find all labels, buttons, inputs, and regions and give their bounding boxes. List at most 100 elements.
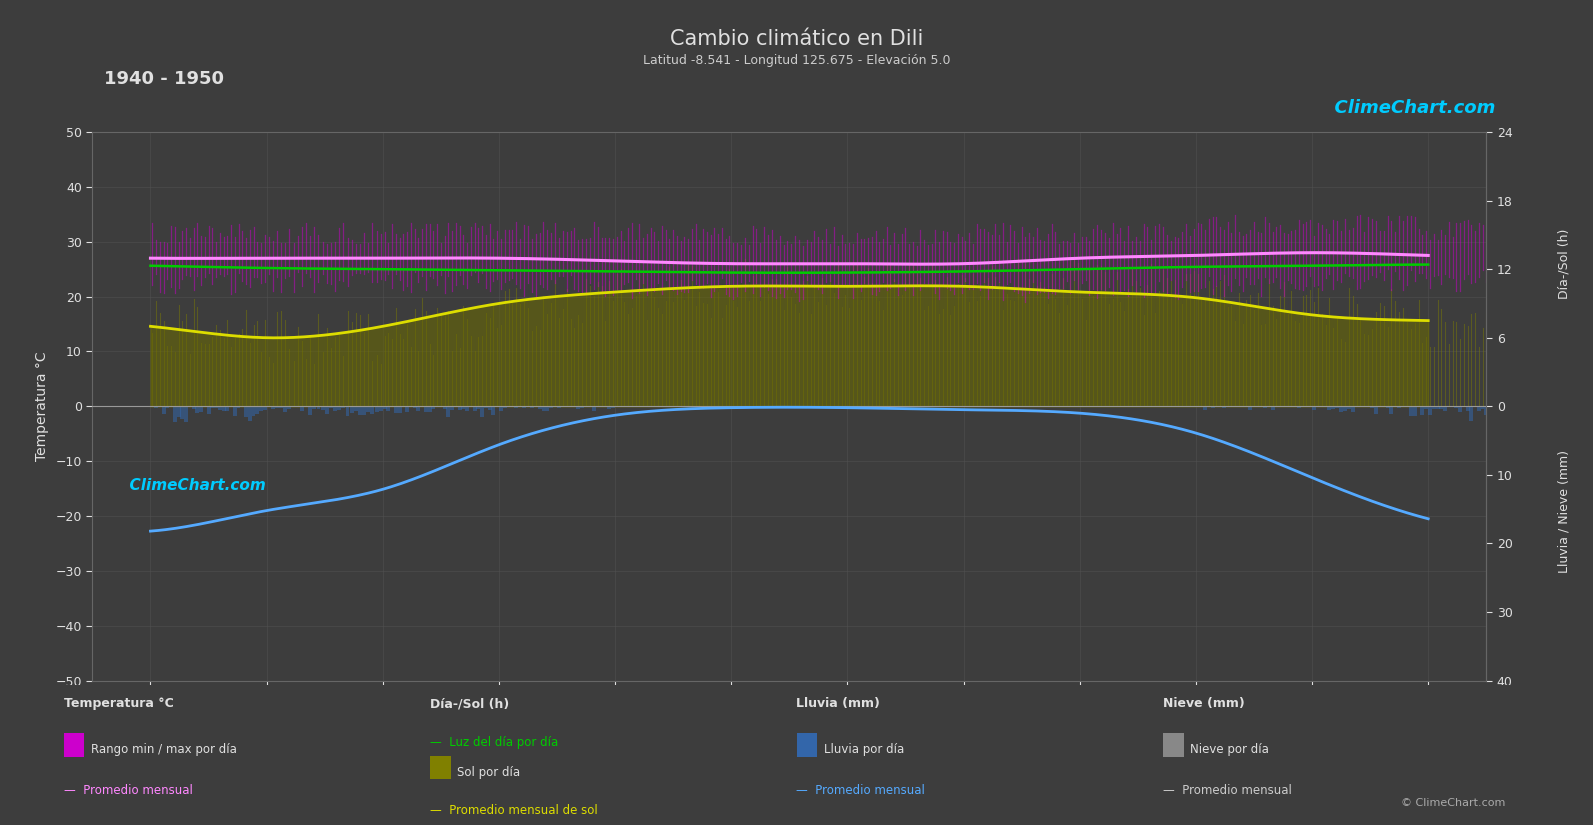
Bar (233, 406, 237, 417)
Bar (1435, 406, 1440, 409)
Text: © ClimeChart.com: © ClimeChart.com (1400, 799, 1505, 808)
Bar (188, 406, 191, 408)
Bar (427, 406, 432, 412)
Bar (379, 406, 382, 412)
Bar (1507, 406, 1510, 409)
Bar (1238, 406, 1241, 408)
Bar (1413, 406, 1416, 416)
Bar (1271, 406, 1274, 410)
Bar (405, 406, 409, 412)
Bar (1477, 406, 1481, 411)
Bar (174, 406, 177, 422)
Bar (279, 406, 284, 408)
Bar (1327, 406, 1332, 410)
Bar (346, 406, 349, 416)
Bar (350, 406, 354, 413)
Bar (158, 406, 162, 408)
Bar (236, 406, 241, 408)
Bar (1386, 406, 1389, 408)
Bar (166, 406, 169, 408)
Bar (1335, 406, 1340, 408)
Text: Lluvia / Nieve (mm): Lluvia / Nieve (mm) (1558, 450, 1571, 573)
Bar (577, 406, 580, 408)
Bar (199, 406, 202, 412)
Bar (320, 406, 325, 410)
Bar (218, 406, 221, 410)
Bar (252, 406, 255, 416)
Bar (465, 406, 468, 411)
Bar (454, 406, 457, 408)
Bar (393, 406, 398, 413)
Bar (1340, 406, 1343, 412)
Bar (499, 406, 503, 411)
Bar (432, 406, 435, 408)
Bar (180, 406, 185, 419)
Text: —  Promedio mensual de sol: — Promedio mensual de sol (430, 804, 597, 818)
Bar (1427, 406, 1432, 415)
Bar (1443, 406, 1446, 411)
Bar (1540, 406, 1545, 411)
Text: ClimeChart.com: ClimeChart.com (119, 478, 266, 493)
Bar (1249, 406, 1252, 410)
Bar (1424, 406, 1429, 409)
Bar (664, 406, 667, 408)
Bar (1297, 406, 1301, 408)
Bar (487, 406, 492, 409)
Bar (1421, 406, 1424, 415)
Bar (276, 406, 279, 408)
Bar (1222, 406, 1227, 408)
Bar (387, 406, 390, 411)
Bar (462, 406, 465, 409)
Bar (213, 406, 218, 408)
Bar (1263, 406, 1266, 408)
Bar (537, 406, 542, 409)
Bar (307, 406, 312, 415)
Bar (572, 406, 577, 408)
Bar (287, 406, 292, 409)
Bar (1485, 406, 1488, 415)
Bar (446, 406, 451, 417)
Bar (1499, 406, 1504, 419)
Bar (1373, 406, 1378, 414)
Bar (330, 406, 333, 408)
Bar (244, 406, 249, 417)
Bar (491, 406, 495, 415)
Text: —  Promedio mensual: — Promedio mensual (1163, 784, 1292, 797)
Text: Día-/Sol (h): Día-/Sol (h) (1558, 229, 1571, 299)
Bar (1308, 406, 1313, 408)
Text: Temperatura °C: Temperatura °C (64, 697, 174, 710)
Bar (1462, 406, 1466, 408)
Text: Sol por día: Sol por día (457, 766, 521, 780)
Bar (191, 406, 196, 408)
Bar (1313, 406, 1316, 410)
Bar (1332, 406, 1335, 409)
Bar (476, 406, 481, 409)
Bar (1397, 406, 1402, 408)
Bar (255, 406, 260, 414)
Text: —  Luz del día por día: — Luz del día por día (430, 736, 559, 749)
Text: Cambio climático en Dili: Cambio climático en Dili (669, 29, 924, 49)
Bar (358, 406, 362, 415)
Bar (1255, 406, 1260, 408)
Bar (599, 406, 604, 408)
Text: Lluvia por día: Lluvia por día (824, 743, 903, 757)
Bar (424, 406, 429, 412)
Bar (1504, 406, 1507, 412)
Bar (341, 406, 346, 408)
Text: Latitud -8.541 - Longitud 125.675 - Elevación 5.0: Latitud -8.541 - Longitud 125.675 - Elev… (642, 54, 951, 67)
Bar (1394, 406, 1397, 408)
Bar (457, 406, 462, 409)
Bar (260, 406, 263, 412)
Bar (593, 406, 596, 412)
Bar (374, 406, 379, 412)
Text: Lluvia (mm): Lluvia (mm) (796, 697, 881, 710)
Bar (413, 406, 417, 408)
Bar (284, 406, 287, 412)
Bar (366, 406, 370, 412)
Bar (542, 406, 545, 412)
Bar (296, 406, 299, 408)
Bar (1346, 406, 1351, 409)
Bar (398, 406, 401, 412)
Bar (150, 406, 155, 408)
Bar (1491, 406, 1496, 412)
